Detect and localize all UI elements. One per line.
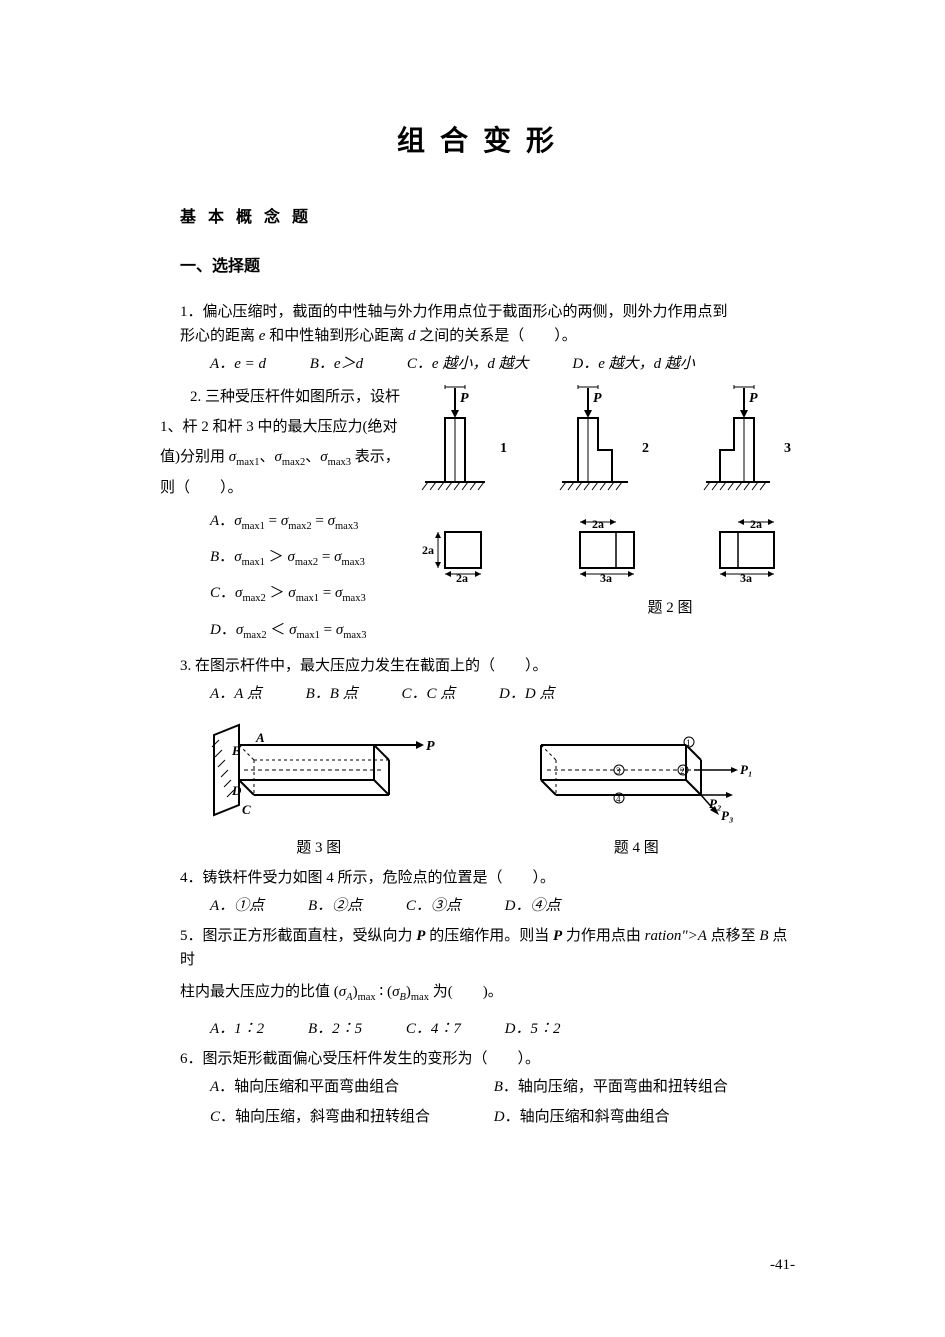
q2-columns-row: P 1 P [410, 382, 810, 502]
q5-optC: C．4∶7 [406, 1017, 461, 1041]
svg-text:3a: 3a [600, 571, 612, 584]
q4-text: 4．铸铁杆件受力如图 4 所示，危险点的位置是（ ）。 [160, 866, 795, 890]
svg-text:3a: 3a [740, 571, 752, 584]
q2-xsec2-svg: 2a 3a [550, 514, 670, 584]
q2-container: 2. 三种受压杆件如图所示，设杆 1、杆 2 和杆 3 中的最大压应力(绝对值)… [160, 382, 795, 648]
q6-optD: D．轴向压缩和斜弯曲组合 [494, 1109, 670, 1125]
svg-text:A: A [255, 730, 265, 745]
svg-text:2a: 2a [750, 517, 762, 531]
q2-col3-svg: P 3 [690, 382, 810, 502]
q6-optB: B．轴向压缩，平面弯曲和扭转组合 [494, 1079, 728, 1095]
svg-text:P₁: P₁ [740, 762, 752, 777]
svg-text:2: 2 [680, 766, 685, 776]
q1-text: 1．偏心压缩时，截面的中性轴与外力作用点位于截面形心的两侧，则外力作用点到形心的… [160, 300, 795, 348]
svg-text:2: 2 [642, 441, 649, 456]
q1-optC: C．e 越小，d 越大 [407, 352, 529, 376]
q6-options-row2: C．轴向压缩，斜弯曲和扭转组合 D．轴向压缩和斜弯曲组合 [160, 1105, 795, 1129]
q3-options: A．A 点 B．B 点 C．C 点 D．D 点 [160, 682, 795, 706]
q2-xsec1-svg: 2a 2a [410, 514, 530, 584]
q5-text: 5．图示正方形截面直柱，受纵向力 P 的压缩作用。则当 P 力作用点由 rati… [160, 924, 795, 972]
q4-optB: B．②点 [308, 894, 362, 918]
svg-text:B: B [231, 743, 241, 758]
q6-optC: C．轴向压缩，斜弯曲和扭转组合 [210, 1105, 490, 1129]
q3-optD: D．D 点 [499, 682, 554, 706]
svg-text:3: 3 [784, 441, 791, 456]
q1-options: A．e = d B．e＞d C．e 越小，d 越大 D．e 越大，d 越小 [160, 352, 795, 376]
q4-svg: 1 2 3 4 P₁ P₂ P₃ [511, 720, 761, 830]
q5-optB: B．2∶5 [308, 1017, 362, 1041]
q2-caption: 题 2 图 [530, 596, 810, 620]
section-heading: 基 本 概 念 题 [160, 205, 795, 231]
q3-q4-captions: 题 3 图 题 4 图 [160, 836, 795, 860]
q6-optA: A．轴向压缩和平面弯曲组合 [210, 1075, 490, 1099]
q2-xsec-row: 2a 2a 2a 3a 2a [410, 514, 810, 584]
svg-text:C: C [242, 802, 251, 817]
svg-text:D: D [231, 783, 242, 798]
q4-caption: 题 4 图 [614, 836, 659, 860]
svg-text:2a: 2a [592, 517, 604, 531]
svg-text:P: P [460, 391, 469, 406]
q2-intro: 2. 三种受压杆件如图所示，设杆 1、杆 2 和杆 3 中的最大压应力(绝对值)… [160, 382, 400, 503]
svg-text:P: P [426, 739, 435, 754]
q3-caption: 题 3 图 [296, 836, 341, 860]
q4-optC: C．③点 [406, 894, 461, 918]
svg-text:P: P [749, 391, 758, 406]
q6-text: 6．图示矩形截面偏心受压杆件发生的变形为（ ）。 [160, 1047, 795, 1071]
q5-optA: A．1∶2 [210, 1017, 264, 1041]
q3-optC: C．C 点 [401, 682, 455, 706]
q2-col1-svg: P 1 [410, 382, 530, 502]
page-title: 组 合 变 形 [160, 120, 795, 165]
q5-text2: 柱内最大压应力的比值 (σA)max ∶ (σB)max 为( )。 [160, 980, 795, 1007]
q5-options: A．1∶2 B．2∶5 C．4∶7 D．5∶2 [160, 1017, 795, 1041]
q2-figure: P 1 P [410, 382, 810, 620]
q1-optB: B．e＞d [310, 352, 363, 376]
page-number: -41- [770, 1253, 795, 1277]
subsection-heading: 一、选择题 [160, 254, 795, 280]
svg-text:P: P [593, 391, 602, 406]
q3-text: 3. 在图示杆件中，最大压应力发生在截面上的（ ）。 [160, 654, 795, 678]
q3-optB: B．B 点 [306, 682, 358, 706]
svg-text:4: 4 [616, 794, 621, 804]
q3-q4-figures: P A B D C 1 2 3 4 P₁ P₂ [160, 720, 795, 830]
q2-col2-svg: P 2 [550, 382, 670, 502]
q1-optD: D．e 越大，d 越小 [572, 352, 695, 376]
q3-optA: A．A 点 [210, 682, 262, 706]
q1-optA: A．e = d [210, 352, 266, 376]
svg-text:1: 1 [686, 738, 691, 748]
q4-optA: A．①点 [210, 894, 264, 918]
q5-optD: D．5∶2 [505, 1017, 561, 1041]
q2-xsec3-svg: 2a 3a [690, 514, 810, 584]
svg-text:2a: 2a [422, 543, 434, 557]
q3-svg: P A B D C [194, 720, 444, 830]
q4-optD: D．④点 [505, 894, 561, 918]
svg-text:1: 1 [500, 441, 507, 456]
q4-options: A．①点 B．②点 C．③点 D．④点 [160, 894, 795, 918]
q6-options-row1: A．轴向压缩和平面弯曲组合 B．轴向压缩，平面弯曲和扭转组合 [160, 1075, 795, 1099]
svg-text:P₃: P₃ [721, 808, 733, 823]
svg-text:3: 3 [616, 766, 621, 776]
svg-text:2a: 2a [456, 571, 468, 584]
